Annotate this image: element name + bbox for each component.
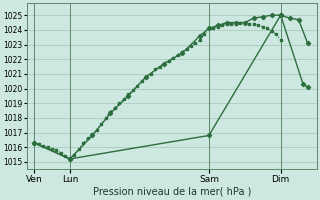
- X-axis label: Pression niveau de la mer( hPa ): Pression niveau de la mer( hPa ): [92, 187, 251, 197]
